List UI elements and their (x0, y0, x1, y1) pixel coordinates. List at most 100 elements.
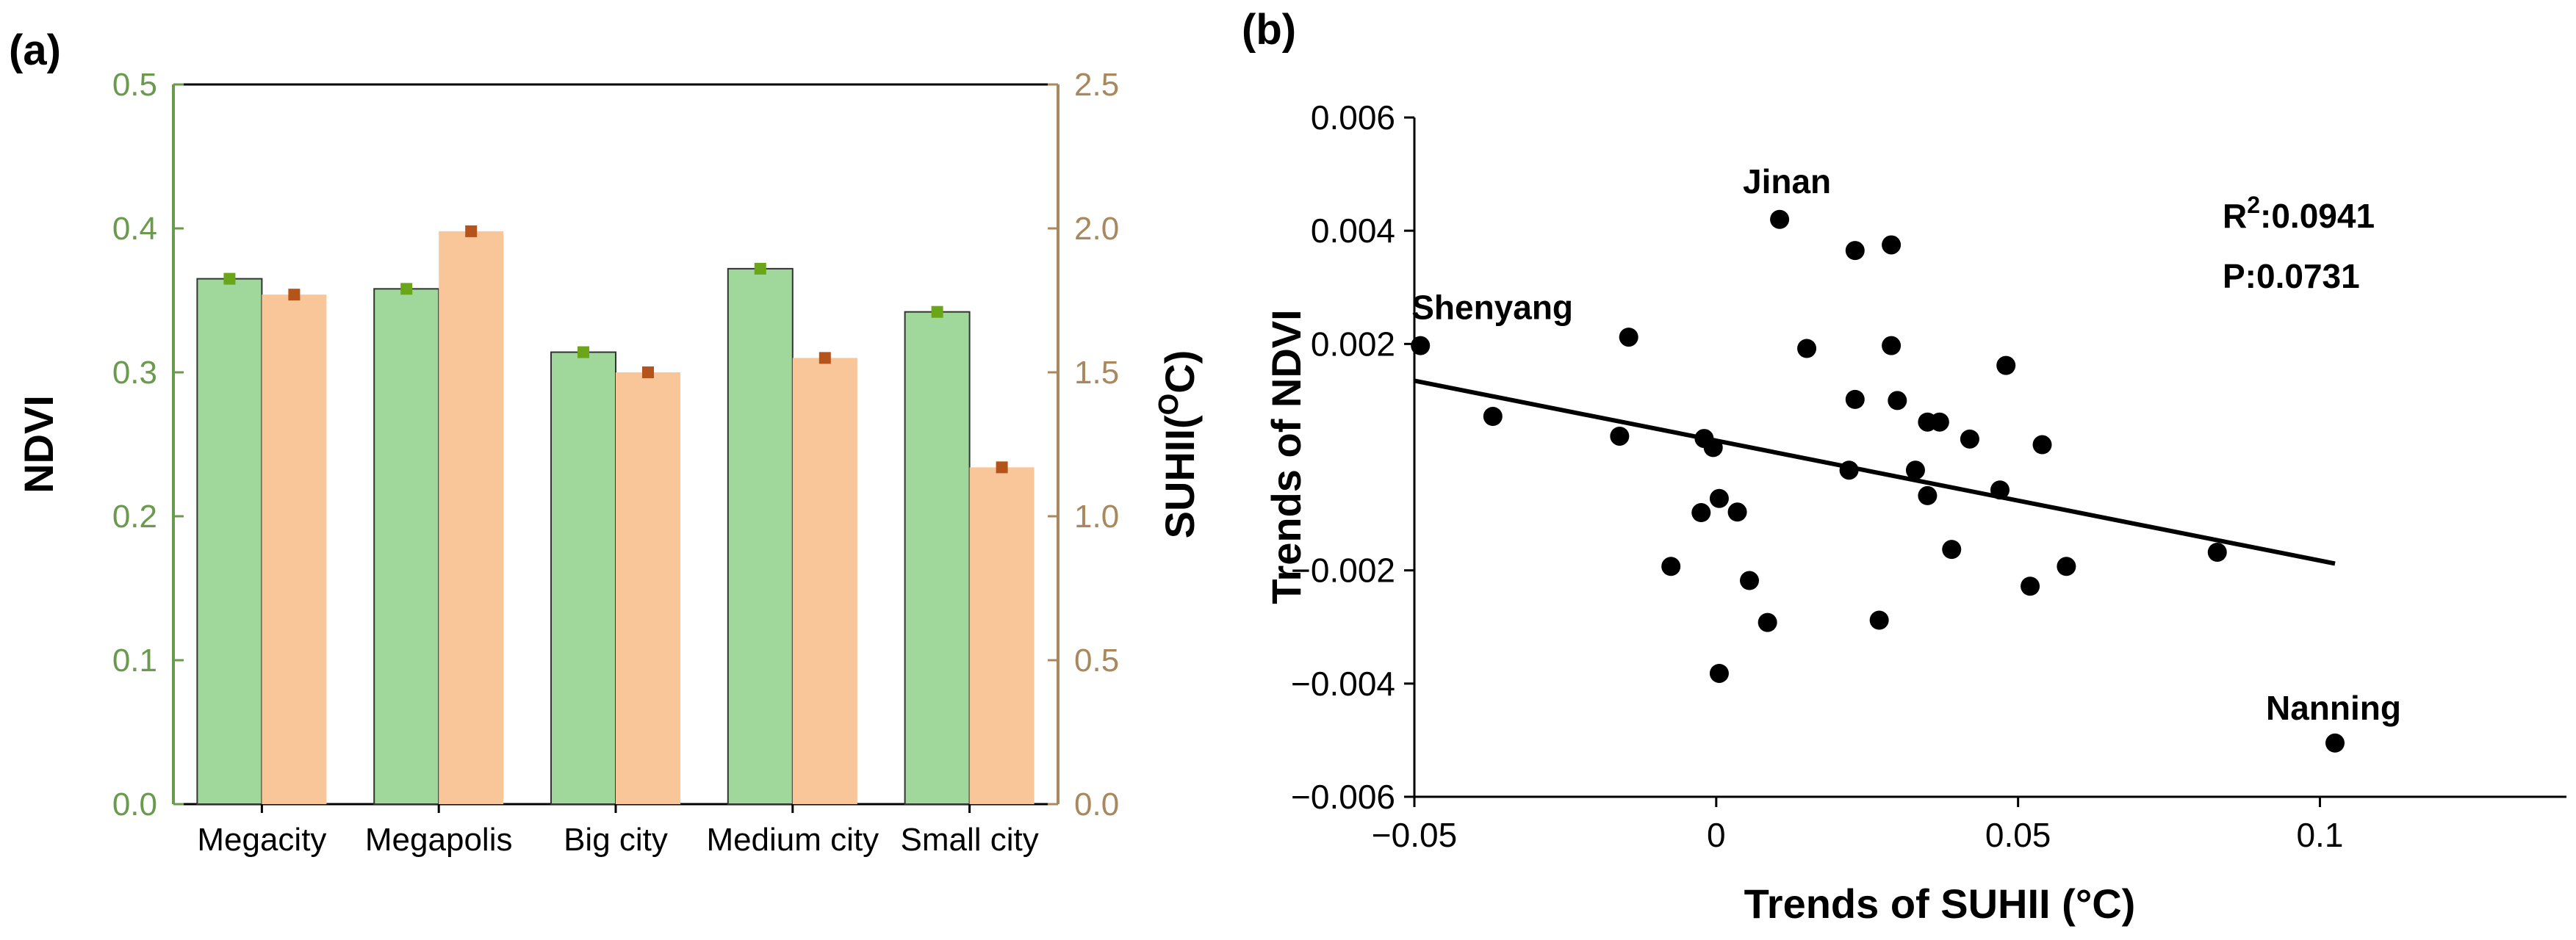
scatter-point (1740, 571, 1760, 590)
ndvi-marker (223, 272, 236, 285)
bar-chart-panel-a: (a) Megacity Megapolis Big city Medium city… (9, 26, 1203, 858)
scatter-point (1845, 389, 1865, 409)
scatter-point (1727, 502, 1747, 522)
suhii-axis-title-sup: O (1154, 394, 1184, 416)
scatter-point (1996, 355, 2016, 375)
ndvi-marker (578, 346, 589, 358)
bars-group (196, 231, 1035, 806)
scatter-point (1411, 336, 1431, 355)
category-tick-label: Medium city (706, 822, 879, 858)
scatter-x-tick-label: 0.05 (1985, 816, 2051, 854)
fit-line-group (1414, 378, 2336, 566)
scatter-point (1960, 429, 1979, 449)
scatter-y-tick-label: 0.004 (1311, 212, 1395, 250)
scatter-y-tick-label: −0.002 (1291, 552, 1395, 590)
p-value-label: P:0.0731 (2223, 257, 2360, 295)
r-squared-sup: 2 (2247, 192, 2260, 218)
scatter-x-tick-label: −0.05 (1372, 816, 1457, 854)
scatter-point (2021, 576, 2040, 596)
r-squared-letter: R (2223, 197, 2247, 235)
category-tick-label: Megacity (197, 822, 326, 858)
suhii-bar (262, 294, 327, 804)
scatter-point (1691, 503, 1711, 523)
suhii-tick-label: 0.5 (1074, 643, 1119, 679)
r-squared-value: :0.0941 (2260, 197, 2375, 235)
points-group (1411, 209, 2345, 753)
ndvi-bar (904, 311, 971, 805)
ndvi-marker (400, 283, 413, 295)
scatter-y-tick-label: 0.006 (1311, 98, 1395, 137)
scatter-point (1882, 336, 1902, 355)
suhii-tick-label: 2.0 (1074, 211, 1119, 247)
panel-a-label: (a) (9, 26, 61, 74)
category-tick-label: Big city (564, 822, 668, 858)
ticks-group: Megacity Megapolis Big city Medium city Smal… (112, 67, 1119, 858)
suhii-marker (642, 366, 654, 378)
scatter-y-axis-title: Trends of NDVI (1263, 309, 1309, 604)
scatter-y-tick-label: −0.004 (1291, 665, 1395, 703)
suhii-marker (996, 461, 1008, 474)
scatter-point (2325, 733, 2345, 753)
scatter-x-axis-title: Trends of SUHII (°C) (1744, 881, 2136, 927)
r-squared-label: R2:0.0941 (2223, 192, 2375, 235)
ndvi-bar (373, 288, 440, 805)
scatter-x-tick-label: 0.1 (2296, 816, 2343, 854)
scatter-point (1888, 391, 1907, 411)
ndvi-tick-label: 0.5 (112, 67, 157, 103)
suhii-marker (819, 352, 831, 364)
ndvi-marker (754, 262, 766, 275)
scatter-ticks-group: −0.05 0 0.05 0.1 −0.006 −0.004 −0.002 0.002 0.00… (1291, 98, 2343, 854)
scatter-point (1770, 209, 1790, 229)
suhii-bar (439, 231, 504, 804)
scatter-point (1757, 612, 1777, 632)
scatter-point (1990, 480, 2010, 500)
annotations-group: Jinan Shenyang Nanning (1411, 162, 2401, 727)
ndvi-bar (727, 267, 794, 805)
scatter-point (2057, 557, 2076, 576)
suhii-bar (616, 372, 680, 804)
scatter-point (1661, 557, 1681, 576)
suhii-tick-label: 1.5 (1074, 355, 1119, 391)
scatter-point (1869, 610, 1889, 630)
scatter-point (1709, 663, 1729, 683)
scatter-chart-panel-b: (b) −0.05 0 0.05 0.1 −0.006 −0.004 −0.002 0.002… (1242, 6, 2566, 927)
suhii-axis-title-end: C) (1156, 350, 1203, 394)
ndvi-bar (196, 278, 263, 806)
city-annotation: Nanning (2266, 689, 2401, 727)
ndvi-bar (550, 351, 616, 805)
suhii-marker (465, 225, 478, 237)
suhii-bar (792, 358, 857, 804)
scatter-point (1619, 328, 1638, 347)
scatter-point (2207, 543, 2227, 562)
category-tick-label: Small city (900, 822, 1038, 858)
suhii-tick-label: 2.5 (1074, 67, 1119, 103)
suhii-marker (288, 289, 301, 301)
scatter-point (2032, 435, 2052, 455)
scatter-point (1905, 460, 1925, 480)
scatter-point (1882, 235, 1902, 255)
ndvi-tick-label: 0.1 (112, 643, 157, 679)
scatter-point (1918, 485, 1938, 505)
scatter-point (1839, 460, 1859, 480)
city-annotation: Jinan (1743, 162, 1831, 200)
ndvi-tick-label: 0.0 (112, 787, 157, 822)
scatter-point (1610, 426, 1630, 446)
panel-b-label: (b) (1242, 6, 1296, 54)
regression-line (1414, 378, 2336, 566)
suhii-bar (969, 467, 1035, 804)
suhii-axis-title-main: SUHII( (1156, 415, 1203, 538)
suhii-axis-title: SUHII(OC) (1154, 350, 1203, 539)
scatter-point (1942, 540, 1962, 560)
scatter-point (1845, 241, 1865, 261)
city-annotation: Shenyang (1411, 289, 1573, 327)
scatter-point (1483, 407, 1503, 426)
scatter-point (1797, 339, 1817, 358)
scatter-point (1709, 488, 1729, 508)
scatter-point (1929, 412, 1949, 432)
ndvi-tick-label: 0.2 (112, 499, 157, 535)
ndvi-axis-title: NDVI (15, 395, 62, 494)
scatter-y-tick-label: −0.006 (1291, 778, 1395, 816)
suhii-tick-label: 0.0 (1074, 787, 1119, 822)
scatter-point (1703, 438, 1723, 458)
